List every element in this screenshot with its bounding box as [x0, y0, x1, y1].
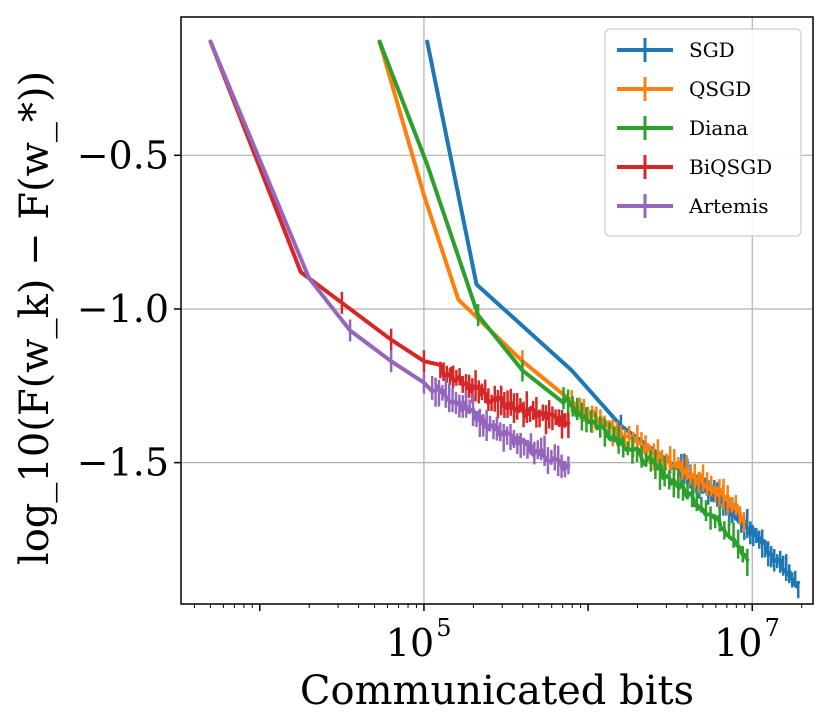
x-tick-base: 10	[714, 621, 762, 665]
y-tick-label: −1.0	[77, 287, 169, 331]
y-tick-label: −0.5	[77, 133, 169, 177]
x-tick-label: 10 5	[386, 614, 452, 665]
legend-entry-diana: Diana	[617, 116, 748, 140]
x-tick-exponent: 7	[765, 614, 780, 642]
legend-entry-qsgd: QSGD	[617, 77, 751, 101]
legend-label: BiQSGD	[689, 155, 772, 179]
x-tick-label: 10 7	[714, 614, 780, 665]
series-diana	[377, 39, 750, 577]
legend-entry-sgd: SGD	[617, 38, 735, 62]
series-layer	[208, 39, 801, 599]
legend-entry-artemis: Artemis	[617, 194, 769, 218]
legend-label: SGD	[689, 38, 735, 62]
legend-label: QSGD	[689, 77, 751, 101]
plot-frame	[180, 16, 814, 605]
x-axis-label: Communicated bits	[300, 668, 694, 714]
series-biqsgd	[208, 39, 571, 439]
y-axis-label-text: log_10(F(w_k) − F(w_*))	[12, 71, 58, 565]
x-tick-exponent: 5	[436, 614, 451, 642]
y-tick-label: −1.5	[77, 441, 169, 485]
y-axis-label: log_10(F(w_k) − F(w_*))	[12, 71, 58, 565]
x-tick-base: 10	[386, 621, 434, 665]
legend-entry-biqsgd: BiQSGD	[617, 155, 772, 179]
legend: SGD QSGD Diana BiQSGD Artemis	[604, 28, 802, 237]
legend-box	[604, 28, 802, 237]
series-artemis	[208, 39, 571, 478]
tick-layer: −0.5−1.0−1.510 5 10 7	[77, 133, 803, 665]
legend-label: Artemis	[688, 194, 769, 218]
legend-label: Diana	[689, 116, 748, 140]
